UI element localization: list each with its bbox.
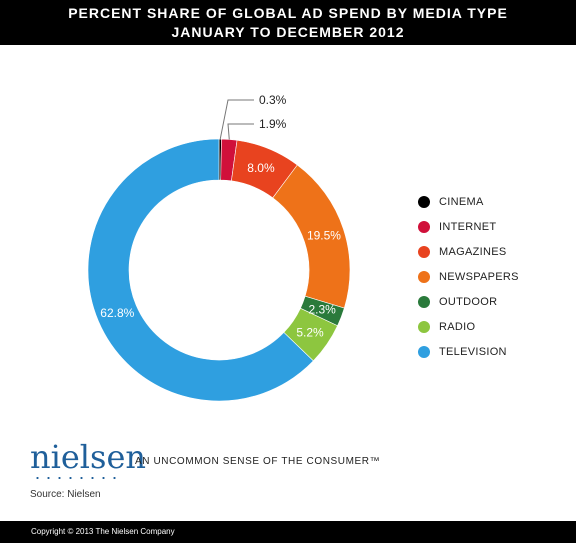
value-labels: 0.3% 1.9% 8.0% 19.5% 2.3% 5.2% 62.8% [100,93,341,340]
logo-wordmark: nielsen [30,438,146,476]
value-label-cinema: 0.3% [259,93,287,107]
copyright-footer: Copyright © 2013 The Nielsen Company [0,521,576,543]
leader-line-internet [227,123,254,140]
legend-label-cinema: CINEMA [439,196,484,208]
logo-dots [32,476,120,480]
value-label-radio: 5.2% [296,326,324,340]
leader-line-cinema [219,99,254,140]
legend-swatch-magazines [418,246,430,258]
tagline: AN UNCOMMON SENSE OF THE CONSUMER™ [135,456,381,467]
donut-slices [87,138,351,402]
legend-label-radio: RADIO [439,321,476,333]
legend-label-magazines: MAGAZINES [439,246,507,258]
leader-lines [219,99,254,140]
legend-label-newspapers: NEWSPAPERS [439,271,519,283]
legend-swatch-television [418,346,430,358]
legend-swatch-outdoor [418,296,430,308]
value-label-television: 62.8% [100,306,134,320]
source-note: Source: Nielsen [30,489,101,500]
value-label-newspapers: 19.5% [307,229,341,243]
chart-title: PERCENT SHARE OF GLOBAL AD SPEND BY MEDI… [68,5,508,21]
legend-swatch-internet [418,221,430,233]
slice-television [87,138,314,402]
donut-chart: 0.3% 1.9% 8.0% 19.5% 2.3% 5.2% 62.8% [87,93,351,402]
chart-header: PERCENT SHARE OF GLOBAL AD SPEND BY MEDI… [0,0,576,45]
legend-swatch-radio [418,321,430,333]
legend-label-television: TELEVISION [439,346,507,358]
legend-label-outdoor: OUTDOOR [439,296,498,308]
nielsen-logo: nielsen [30,438,146,480]
legend-swatch-cinema [418,196,430,208]
legend-swatch-newspapers [418,271,430,283]
chart-subtitle: JANUARY TO DECEMBER 2012 [171,24,405,40]
value-label-magazines: 8.0% [247,161,275,175]
value-label-internet: 1.9% [259,117,287,131]
legend-label-internet: INTERNET [439,221,497,233]
value-label-outdoor: 2.3% [308,303,336,317]
